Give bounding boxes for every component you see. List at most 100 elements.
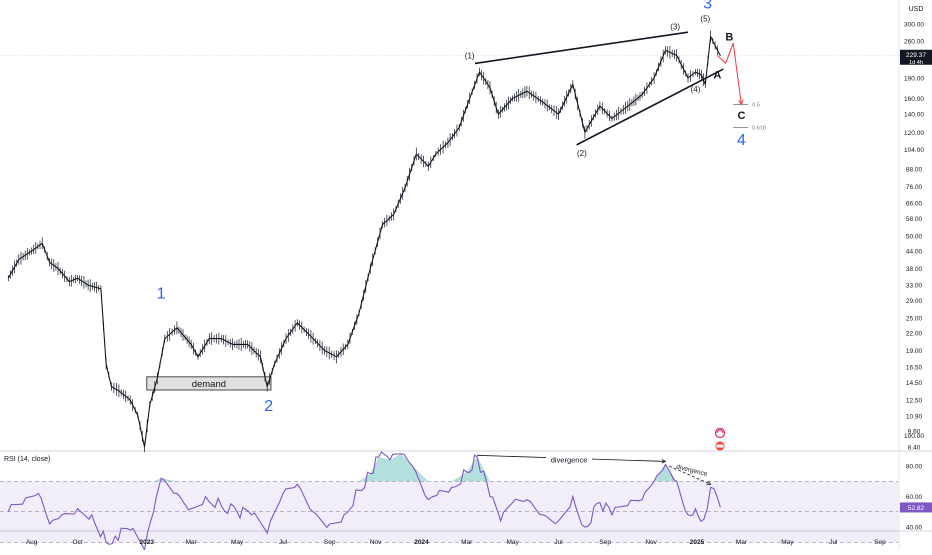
wave-label: 4 — [737, 132, 746, 149]
divergence-arrowhead — [706, 480, 712, 485]
time-tick-label: Mar — [186, 539, 198, 546]
price-tick-label: 25.00 — [906, 315, 923, 322]
price-tick-label: 58.00 — [906, 216, 923, 223]
price-tick-label: 120.00 — [904, 130, 924, 137]
time-tick-label: May — [231, 539, 244, 546]
price-tick-label: 140.00 — [904, 112, 924, 119]
price-tick-label: 190.00 — [904, 76, 924, 83]
price-tick-label: 260.00 — [904, 38, 924, 45]
wave-label: (1) — [465, 52, 475, 61]
projection-group: 0.5 0.618 — [716, 42, 766, 132]
divergence-label: divergence — [551, 456, 588, 465]
wave-label: (3) — [670, 22, 680, 31]
price-tick-label: 38.00 — [906, 266, 923, 273]
wave-label: 3 — [703, 0, 712, 12]
rsi-title: RSI (14, close) — [4, 456, 50, 463]
demand-zone-label: demand — [192, 379, 226, 390]
fib-level-label: 0.618 — [752, 126, 766, 132]
wave-label: (2) — [577, 149, 587, 158]
price-tick-label: 8.40 — [908, 445, 921, 452]
rsi-overbought-fill — [477, 456, 490, 482]
rsi-overbought-fill — [451, 472, 467, 482]
time-tick-label: May — [506, 539, 519, 546]
wave-label: (5) — [700, 14, 710, 23]
time-tick-label: Aug — [26, 539, 38, 546]
rsi-overbought-fill — [412, 466, 429, 482]
wave-label: (4) — [691, 85, 701, 94]
price-tick-label: 160.00 — [904, 96, 924, 103]
price-tick-label: 19.00 — [906, 348, 923, 355]
flag-icon-stripe — [716, 444, 724, 448]
currency-label: USD — [909, 6, 924, 13]
time-tick-label: Jul — [554, 539, 563, 546]
price-tick-label: 16.50 — [906, 365, 923, 372]
rsi-line — [7, 451, 721, 552]
bar-countdown: 1d 4h — [909, 60, 923, 66]
price-tick-label: 104.00 — [904, 147, 924, 154]
side-icons — [714, 427, 726, 451]
price-tick-label: 33.00 — [906, 283, 923, 290]
price-tick-label: 9.60 — [908, 429, 921, 436]
wave-label: A — [713, 69, 721, 81]
time-tick-label: Nov — [645, 539, 657, 546]
price-tick-label: 12.50 — [906, 397, 923, 404]
time-tick-label: 2025 — [690, 539, 705, 546]
time-tick-label: Sep — [599, 539, 611, 546]
rsi-overbought-fill — [359, 473, 371, 482]
wave-label: 1 — [157, 286, 166, 303]
projection-path — [716, 42, 742, 105]
price-tick-label: 50.00 — [906, 233, 923, 240]
price-tick-label: 88.00 — [906, 167, 923, 174]
fib-level-label: 0.5 — [752, 102, 760, 108]
refresh-icon — [714, 427, 726, 439]
rsi-overbought-fill — [378, 456, 390, 482]
price-tick-label: 76.00 — [906, 184, 923, 191]
time-tick-label: Mar — [736, 539, 748, 546]
time-tick-label: Mar — [461, 539, 473, 546]
refresh-icon-arc — [716, 429, 724, 434]
rsi-tick-label: 60.00 — [906, 494, 923, 501]
time-tick-label: 2024 — [414, 539, 429, 546]
divergence-label-bg — [546, 455, 593, 466]
price-tick-label: 29.00 — [906, 298, 923, 305]
rsi-overbought-fill — [665, 464, 677, 482]
wave-label: B — [725, 31, 733, 43]
rsi-last-value: 52.82 — [908, 505, 925, 512]
rsi-tick-label: 40.00 — [906, 525, 923, 532]
last-price-value: 229.37 — [906, 52, 926, 59]
rsi-overbought-fill — [389, 453, 402, 482]
price-tick-label: 22.00 — [906, 331, 923, 338]
wave-labels: 1 2 3 4 (1) (2) (3) (4) (5) A B C — [157, 0, 746, 415]
price-tick-label: 10.90 — [906, 414, 923, 421]
price-tick-label: 14.50 — [906, 380, 923, 387]
time-tick-label: Jul — [279, 539, 288, 546]
rsi-overbought-fill — [401, 453, 413, 482]
rsi-value-badge — [900, 502, 932, 513]
time-tick-label: May — [781, 539, 794, 546]
time-tick-label: Sep — [874, 539, 886, 546]
time-tick-label: Oct — [72, 539, 82, 546]
rsi-overbought-fill — [153, 478, 162, 482]
rsi-tick-label: 100.00 — [904, 433, 924, 440]
price-tick-label: 300.00 — [904, 22, 924, 29]
demand-zone-group: demand — [146, 376, 272, 391]
divergence-line — [669, 465, 711, 485]
axes: USD300.00260.00220.00190.00160.00140.001… — [26, 6, 932, 546]
price-tick-label: 44.00 — [906, 249, 923, 256]
divergence-arrowhead — [661, 459, 667, 464]
time-tick-label: 2023 — [140, 539, 155, 546]
rsi-overbought-fill — [370, 456, 379, 482]
wave-label: 2 — [264, 398, 273, 415]
time-tick-label: Jul — [829, 539, 838, 546]
wedge-lines — [474, 31, 724, 146]
last-price-badge — [900, 49, 932, 65]
price-tick-label: 66.00 — [906, 201, 923, 208]
time-tick-label: Nov — [370, 539, 382, 546]
wedge-upper-line — [474, 31, 689, 65]
demand-zone-box — [146, 376, 272, 391]
